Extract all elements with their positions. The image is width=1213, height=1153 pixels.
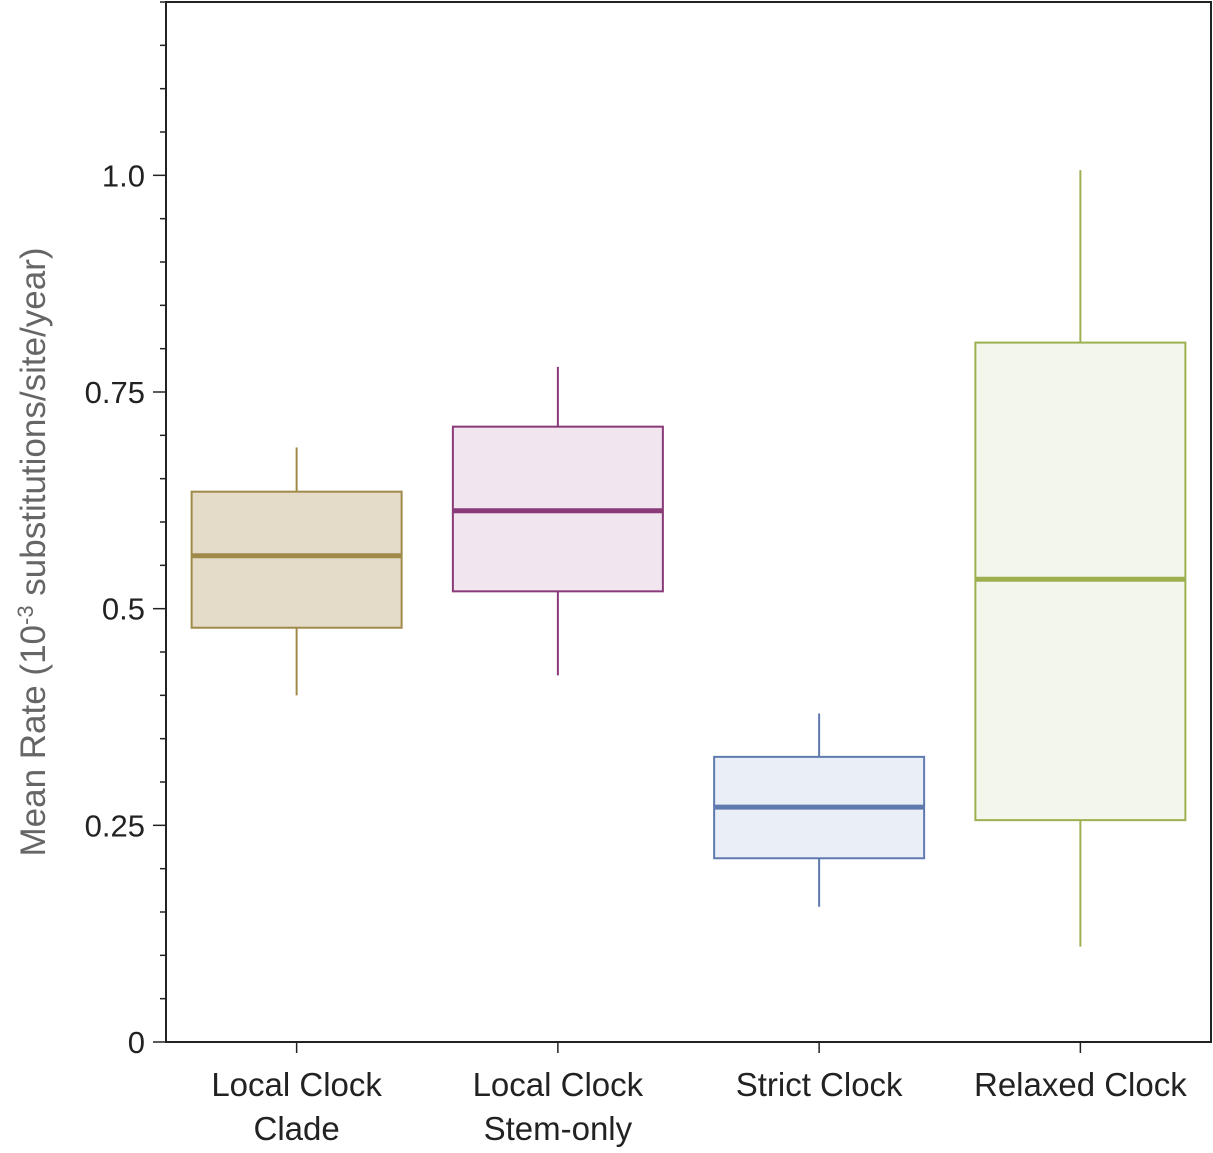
x-axis-ticks: Local Clock Clade Local Clock Stem-only Stri… xyxy=(211,1042,1187,1147)
box-group xyxy=(974,170,1187,947)
box-group xyxy=(190,447,403,696)
iqr-box xyxy=(190,490,403,629)
box-group xyxy=(451,366,664,676)
y-axis-title-units: substitutions/site/year) xyxy=(14,247,53,605)
x-tick-label-line: Local Clock xyxy=(211,1066,382,1103)
x-tick-label: Local Clock Clade xyxy=(211,1066,382,1147)
x-tick-label-line: Relaxed Clock xyxy=(974,1066,1187,1103)
box-group xyxy=(713,713,926,907)
y-tick-label: 0.25 xyxy=(85,808,145,843)
y-tick-label: 0 xyxy=(128,1025,145,1060)
y-axis-title: Mean Rate (10-3 substitutions/site/year) xyxy=(13,247,54,856)
y-tick-label: 0.75 xyxy=(85,375,145,410)
y-axis-title-superscript: -3 xyxy=(13,605,38,625)
y-tick-label: 0.5 xyxy=(102,592,145,627)
x-tick-label-line: Local Clock xyxy=(473,1066,644,1103)
x-tick-label-line: Strict Clock xyxy=(736,1066,903,1103)
y-axis-title-main: Mean Rate (10 xyxy=(14,625,53,857)
boxes xyxy=(190,170,1187,947)
y-tick-label: 1.0 xyxy=(102,158,145,193)
x-tick-label: Local Clock Stem-only xyxy=(473,1066,644,1147)
y-axis-ticks: 0 0.25 0.5 0.75 1.0 xyxy=(85,1,166,1060)
x-tick-label-line: Clade xyxy=(254,1110,340,1147)
x-tick-label: Strict Clock xyxy=(736,1066,903,1103)
x-tick-label-line: Stem-only xyxy=(484,1110,633,1147)
x-tick-label: Relaxed Clock xyxy=(974,1066,1187,1103)
